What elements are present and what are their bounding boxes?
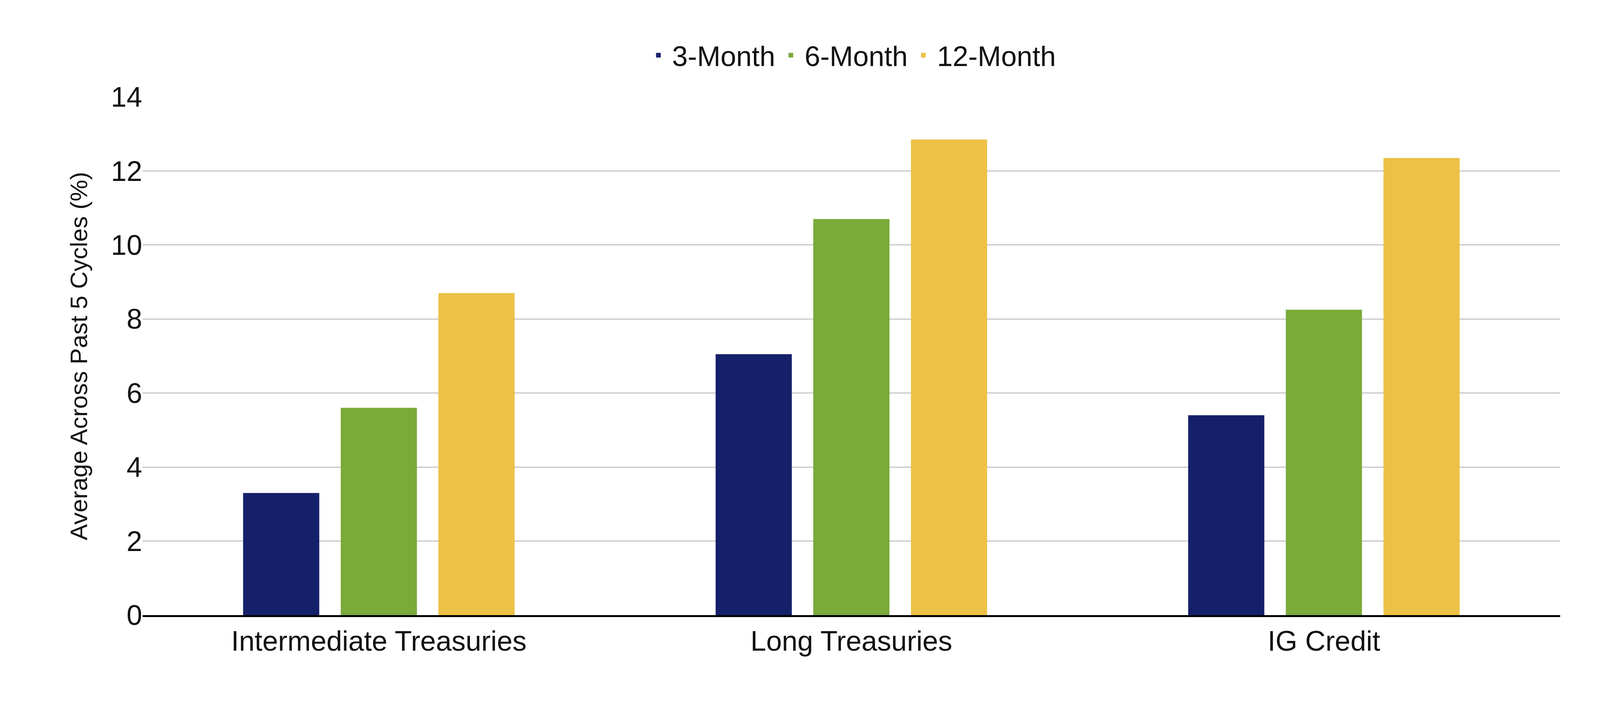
svg-text:8: 8 xyxy=(126,303,143,335)
svg-text:0: 0 xyxy=(126,599,143,631)
svg-text:14: 14 xyxy=(110,81,143,113)
svg-text:3-Month: 3-Month xyxy=(672,40,776,72)
svg-text:10: 10 xyxy=(110,229,143,261)
svg-text:6-Month: 6-Month xyxy=(804,40,908,72)
svg-text:Intermediate Treasuries: Intermediate Treasuries xyxy=(231,625,527,657)
svg-text:Average Across Past 5 Cycles (: Average Across Past 5 Cycles (%) xyxy=(65,171,93,541)
svg-text:6: 6 xyxy=(126,377,143,409)
svg-text:IG Credit: IG Credit xyxy=(1267,625,1381,657)
svg-text:2: 2 xyxy=(126,525,143,557)
svg-text:12-Month: 12-Month xyxy=(937,40,1056,72)
svg-text:4: 4 xyxy=(126,451,143,483)
svg-text:12: 12 xyxy=(110,155,143,187)
svg-text:Long Treasuries: Long Treasuries xyxy=(750,625,952,657)
